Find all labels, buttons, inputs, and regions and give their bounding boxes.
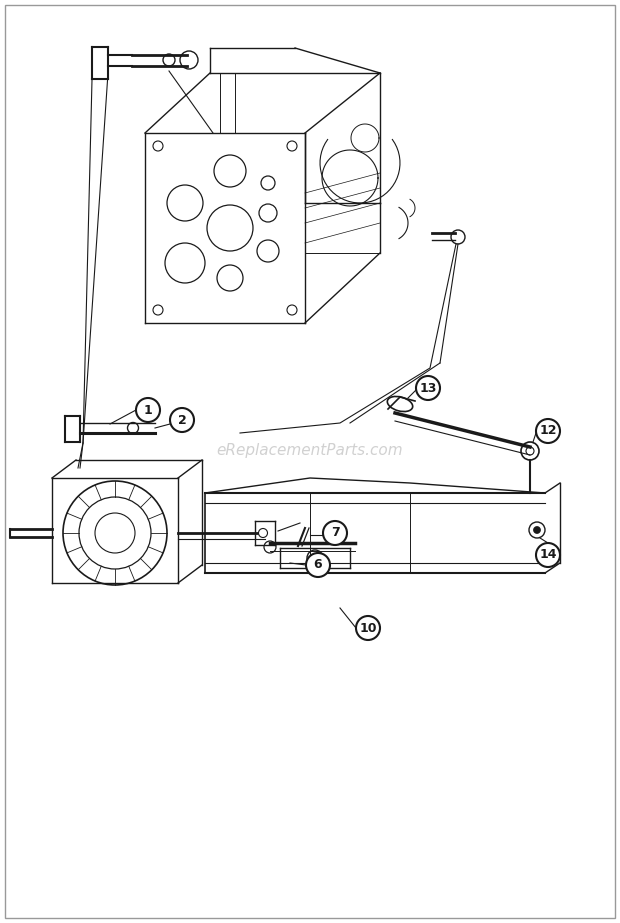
Circle shape bbox=[416, 376, 440, 400]
Circle shape bbox=[170, 408, 194, 432]
Text: eReplacementParts.com: eReplacementParts.com bbox=[216, 442, 404, 458]
Circle shape bbox=[306, 553, 330, 577]
Circle shape bbox=[533, 526, 541, 533]
Circle shape bbox=[356, 616, 380, 640]
Circle shape bbox=[536, 419, 560, 443]
Circle shape bbox=[323, 521, 347, 545]
Text: 10: 10 bbox=[359, 621, 377, 634]
Text: 7: 7 bbox=[330, 526, 339, 540]
Text: 1: 1 bbox=[144, 403, 153, 416]
Text: 6: 6 bbox=[314, 558, 322, 571]
Circle shape bbox=[536, 543, 560, 567]
Text: 14: 14 bbox=[539, 548, 557, 561]
Circle shape bbox=[259, 529, 267, 537]
Text: 13: 13 bbox=[419, 381, 436, 394]
Text: 2: 2 bbox=[177, 414, 187, 426]
Text: 12: 12 bbox=[539, 425, 557, 438]
Circle shape bbox=[136, 398, 160, 422]
